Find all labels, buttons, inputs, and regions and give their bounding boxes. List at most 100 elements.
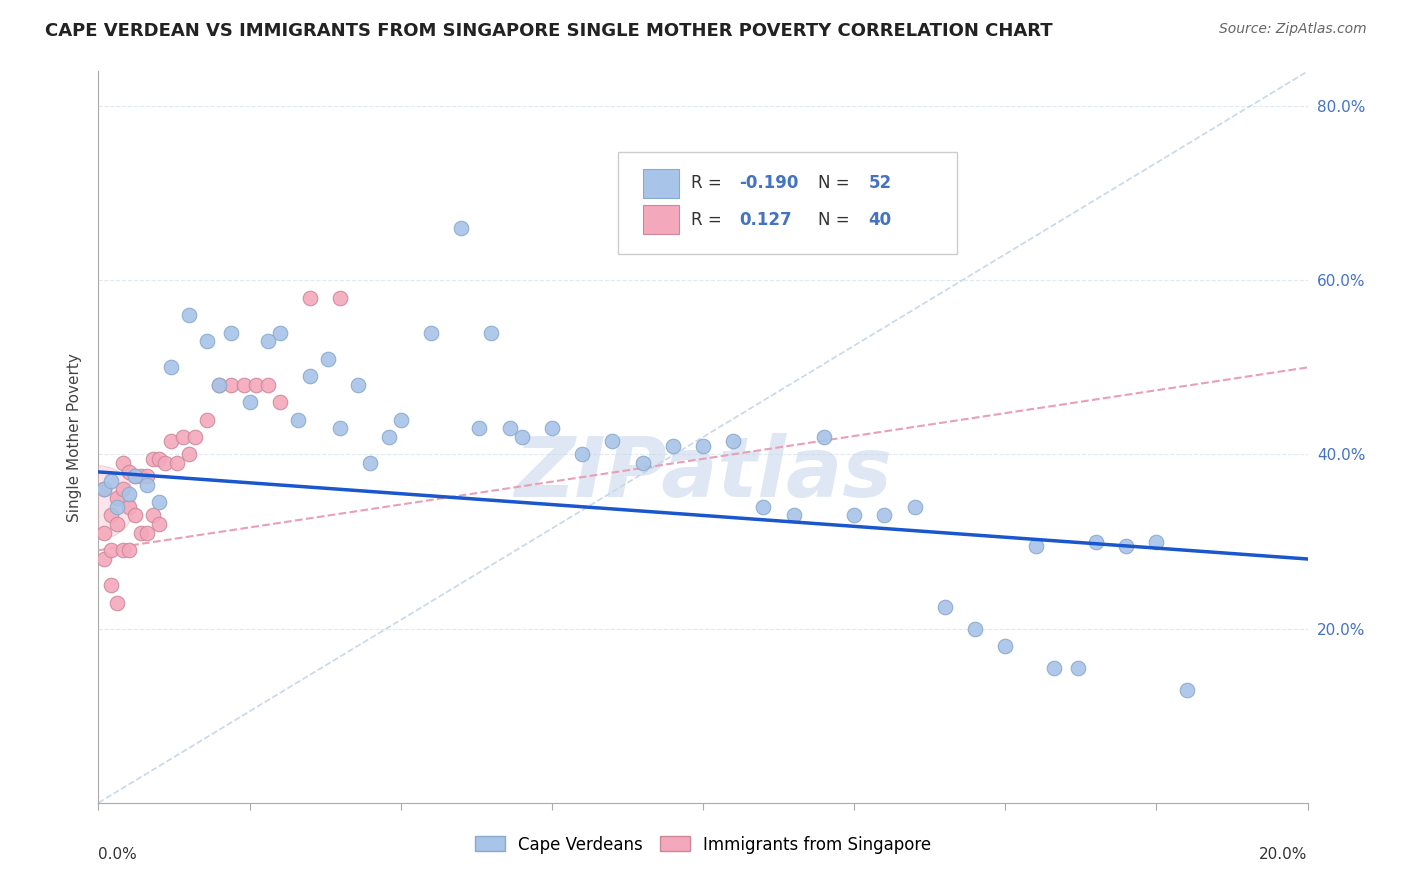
Point bbox=[813, 430, 835, 444]
Point bbox=[135, 469, 157, 483]
Legend: Cape Verdeans, Immigrants from Singapore: Cape Verdeans, Immigrants from Singapore bbox=[468, 829, 938, 860]
Point bbox=[129, 525, 152, 540]
Point bbox=[105, 517, 128, 532]
Text: CAPE VERDEAN VS IMMIGRANTS FROM SINGAPORE SINGLE MOTHER POVERTY CORRELATION CHAR: CAPE VERDEAN VS IMMIGRANTS FROM SINGAPOR… bbox=[45, 22, 1053, 40]
Point bbox=[450, 221, 472, 235]
Point bbox=[269, 395, 291, 409]
Point bbox=[844, 508, 866, 523]
Text: -0.190: -0.190 bbox=[740, 174, 799, 193]
Point bbox=[420, 326, 443, 340]
Point bbox=[179, 448, 201, 462]
Text: N =: N = bbox=[818, 174, 855, 193]
Point bbox=[142, 451, 165, 466]
Text: R =: R = bbox=[690, 174, 727, 193]
Point bbox=[571, 448, 593, 462]
Point bbox=[172, 430, 194, 444]
FancyBboxPatch shape bbox=[643, 169, 679, 198]
Point bbox=[965, 622, 987, 636]
Point bbox=[118, 486, 141, 500]
Text: 0.127: 0.127 bbox=[740, 211, 792, 229]
Point bbox=[135, 478, 157, 492]
Point bbox=[105, 595, 128, 609]
Point bbox=[239, 395, 262, 409]
Point bbox=[873, 508, 896, 523]
Point bbox=[166, 456, 188, 470]
Point bbox=[1024, 539, 1046, 553]
Point bbox=[93, 483, 115, 497]
Point bbox=[111, 543, 134, 558]
Point bbox=[135, 525, 157, 540]
Point bbox=[783, 508, 806, 523]
Point bbox=[118, 500, 141, 514]
Point bbox=[245, 377, 267, 392]
Point bbox=[105, 491, 128, 505]
Point bbox=[208, 377, 231, 392]
Point bbox=[287, 412, 309, 426]
Point bbox=[93, 525, 115, 540]
Point bbox=[602, 434, 624, 449]
Point bbox=[723, 434, 745, 449]
Point bbox=[329, 421, 352, 435]
Point bbox=[118, 543, 141, 558]
Point bbox=[160, 434, 183, 449]
Point bbox=[1042, 661, 1064, 675]
Point bbox=[1175, 682, 1198, 697]
Point bbox=[100, 508, 122, 523]
Point bbox=[232, 377, 254, 392]
Point bbox=[148, 517, 170, 532]
Point bbox=[692, 439, 714, 453]
Text: N =: N = bbox=[818, 211, 855, 229]
Point bbox=[208, 377, 231, 392]
Point bbox=[389, 412, 412, 426]
Point bbox=[142, 508, 165, 523]
Point bbox=[221, 377, 243, 392]
Point bbox=[329, 291, 352, 305]
Point bbox=[124, 469, 146, 483]
Point bbox=[934, 599, 956, 614]
Point bbox=[111, 483, 134, 497]
Text: 20.0%: 20.0% bbox=[1260, 847, 1308, 862]
Point bbox=[195, 412, 218, 426]
Point bbox=[269, 326, 291, 340]
Point bbox=[631, 456, 654, 470]
FancyBboxPatch shape bbox=[619, 152, 957, 254]
Point bbox=[256, 334, 278, 349]
Point bbox=[100, 578, 122, 592]
Point bbox=[160, 360, 183, 375]
Point bbox=[124, 469, 146, 483]
Point bbox=[1115, 539, 1137, 553]
Point bbox=[316, 351, 339, 366]
Point bbox=[87, 495, 110, 509]
Point bbox=[347, 377, 370, 392]
Point bbox=[661, 439, 683, 453]
Y-axis label: Single Mother Poverty: Single Mother Poverty bbox=[67, 352, 83, 522]
Point bbox=[1085, 534, 1108, 549]
Point bbox=[904, 500, 927, 514]
Point bbox=[994, 639, 1017, 653]
Text: 0.0%: 0.0% bbox=[98, 847, 138, 862]
Point bbox=[93, 483, 115, 497]
Text: Source: ZipAtlas.com: Source: ZipAtlas.com bbox=[1219, 22, 1367, 37]
Point bbox=[129, 469, 152, 483]
Point bbox=[100, 474, 122, 488]
Text: ZIPatlas: ZIPatlas bbox=[515, 434, 891, 514]
Point bbox=[299, 369, 322, 384]
Point bbox=[111, 456, 134, 470]
FancyBboxPatch shape bbox=[643, 205, 679, 235]
Point bbox=[256, 377, 278, 392]
Point bbox=[148, 451, 170, 466]
Point bbox=[148, 495, 170, 509]
Point bbox=[179, 308, 201, 322]
Text: R =: R = bbox=[690, 211, 727, 229]
Point bbox=[184, 430, 207, 444]
Text: 52: 52 bbox=[869, 174, 891, 193]
Point bbox=[299, 291, 322, 305]
Point bbox=[481, 326, 503, 340]
Point bbox=[510, 430, 533, 444]
Point bbox=[468, 421, 491, 435]
Point bbox=[153, 456, 176, 470]
Point bbox=[540, 421, 562, 435]
Point bbox=[118, 465, 141, 479]
Point bbox=[105, 500, 128, 514]
Point bbox=[360, 456, 382, 470]
